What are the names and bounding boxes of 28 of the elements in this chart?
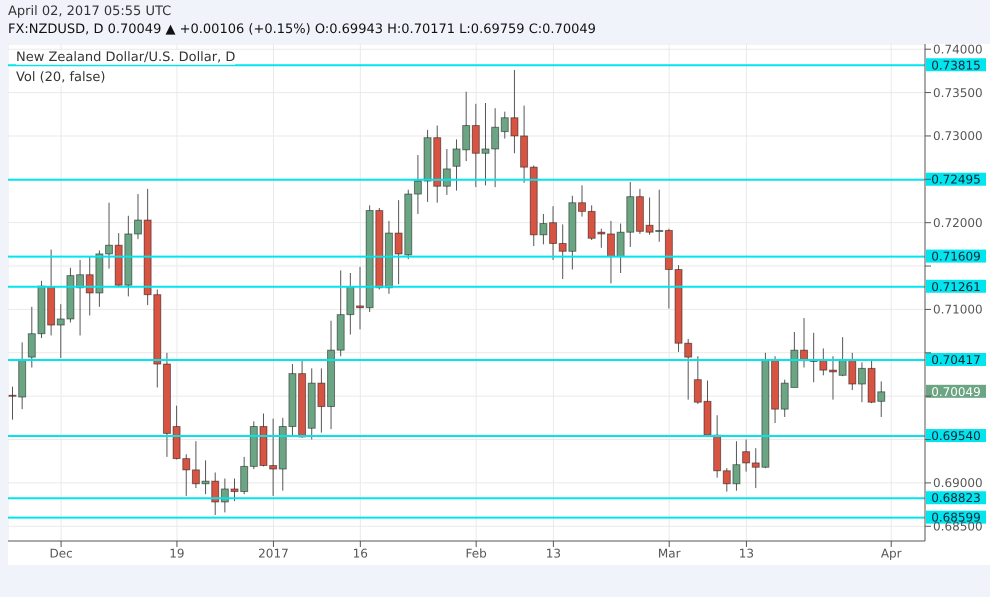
text: FX:NZDUSD, D 0.70049 ▲ +0.00106 (+0.15%) O:0.69943 H:0.70171 L:0.69759 C:0.70049 [8, 22, 596, 37]
y-tick-label: 0.73000 [933, 129, 983, 144]
x-tick-label: 13 [738, 546, 754, 561]
y-tick-label: 0.73500 [933, 86, 983, 100]
text: New Zealand Dollar/U.S. Dollar, D [16, 50, 236, 65]
x-tick-label: 16 [352, 546, 368, 561]
ref-line-label: 0.72495 [931, 172, 981, 187]
ref-line-label: 0.68823 [931, 491, 981, 506]
y-tick-label: 0.69000 [933, 476, 983, 490]
ref-line-label: 0.73815 [931, 58, 981, 72]
ref-line-label: 0.71261 [931, 280, 981, 294]
x-tick-label: Mar [658, 546, 681, 561]
y-tick-label: 0.71000 [933, 302, 983, 317]
x-tick-label: Apr [880, 546, 902, 561]
chart-subtitle: April 02, 2017 05:55 UTC [8, 4, 172, 19]
x-tick-label: 13 [546, 546, 562, 561]
candlestick [742, 439, 750, 472]
x-tick-label: Dec [49, 546, 73, 561]
y-tick-label: 0.74000 [933, 42, 983, 56]
ref-line-label: 0.70417 [931, 352, 981, 367]
annotation: Vol (20, false) [16, 70, 106, 85]
ref-line-label: 0.71609 [931, 250, 981, 264]
x-tick-label: 19 [169, 546, 185, 561]
ref-line-label: 0.69540 [931, 429, 981, 444]
y-tick-label: 0.72000 [933, 216, 983, 230]
x-tick-label: 2017 [258, 546, 289, 561]
x-tick-label: Feb [466, 546, 487, 561]
text: 0.70049 [931, 384, 981, 399]
